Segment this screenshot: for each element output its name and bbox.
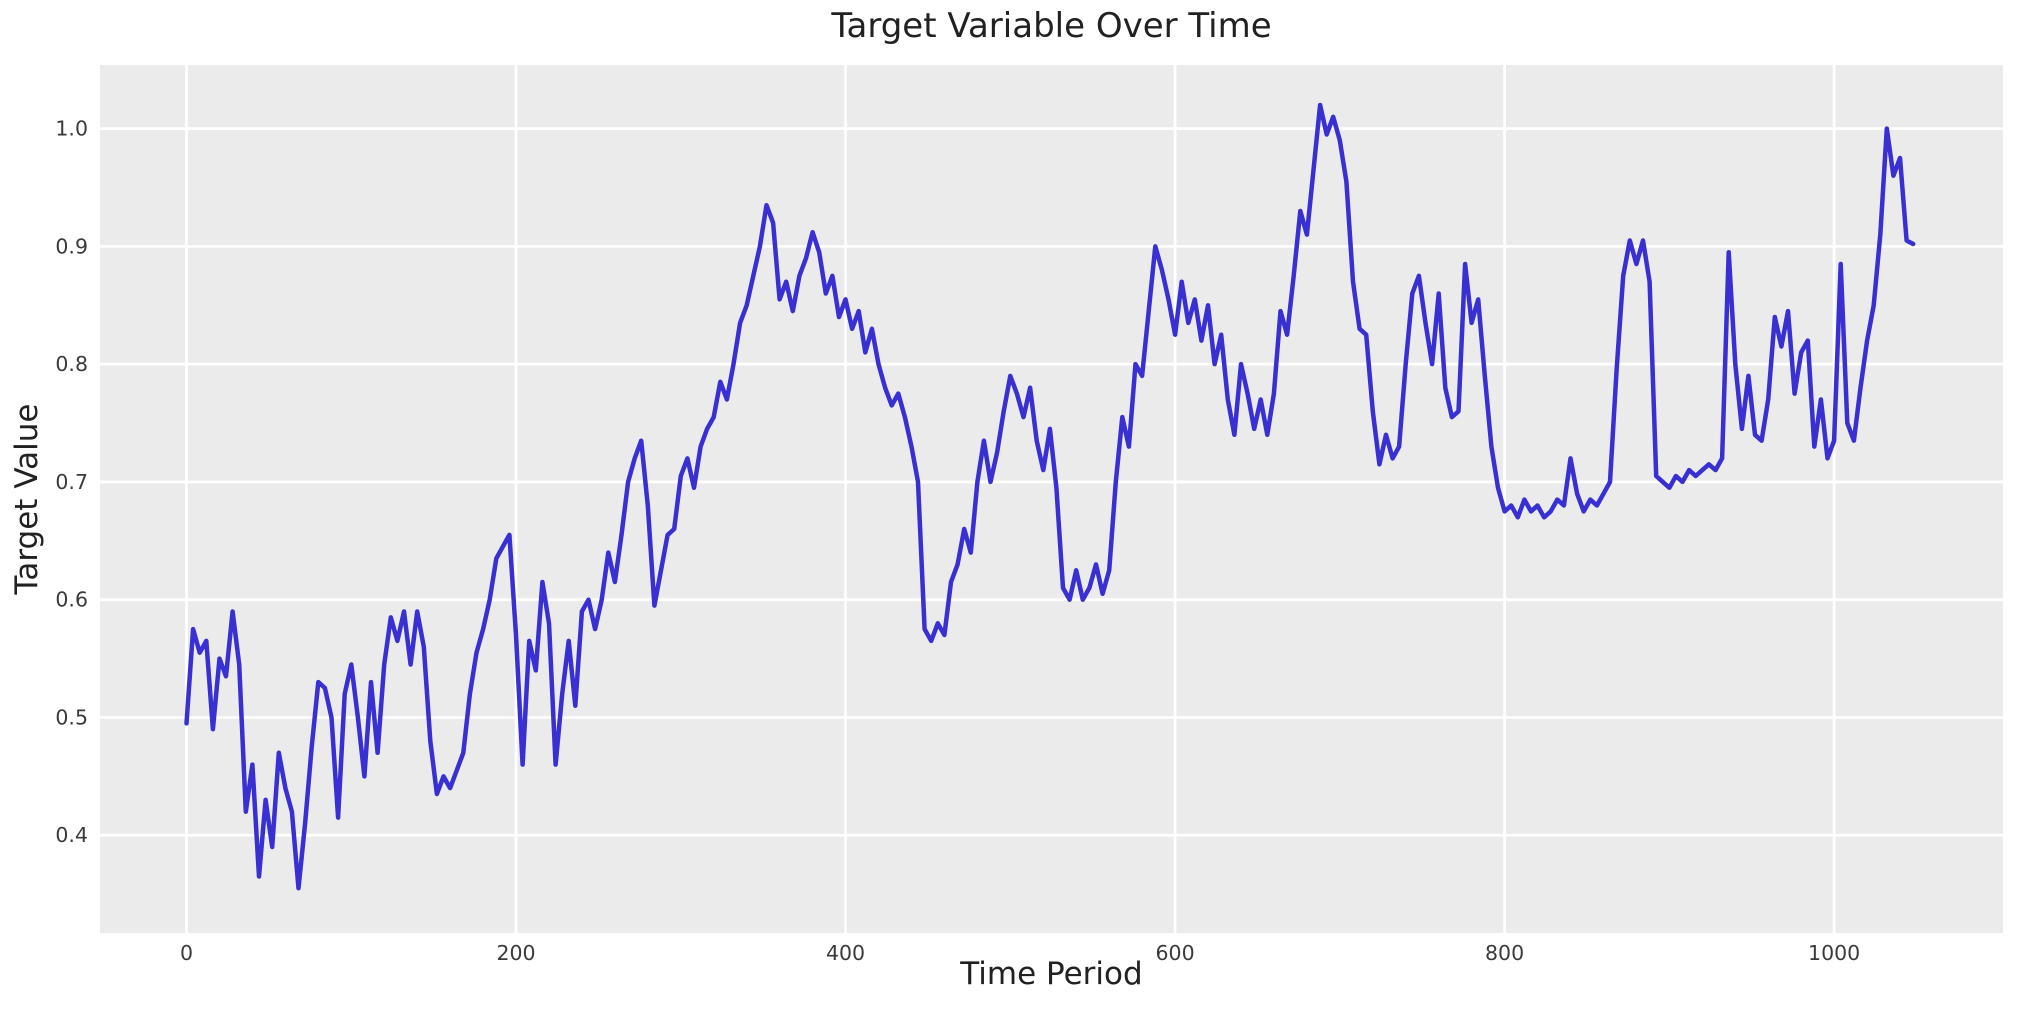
y-tick-label: 0.4 (55, 823, 88, 847)
x-tick-label: 600 (1156, 941, 1195, 965)
y-tick-label: 1.0 (55, 117, 88, 141)
y-axis-label: Target Value (9, 403, 45, 595)
x-tick-label: 200 (496, 941, 535, 965)
x-axis-label: Time Period (960, 956, 1143, 992)
x-tick-label: 1000 (1808, 941, 1860, 965)
x-tick-label: 800 (1485, 941, 1524, 965)
data-line (184, 102, 1916, 891)
y-tick-label: 0.7 (55, 470, 88, 494)
chart-title: Target Variable Over Time (831, 6, 1272, 46)
y-tick-label: 0.8 (55, 352, 88, 376)
y-tick-label: 0.9 (55, 234, 88, 258)
x-tick-label: 400 (826, 941, 865, 965)
plot-background (100, 65, 2003, 933)
y-tick-label: 0.6 (55, 588, 88, 612)
y-tick-label: 0.5 (55, 705, 88, 729)
x-tick-label: 0 (180, 941, 193, 965)
